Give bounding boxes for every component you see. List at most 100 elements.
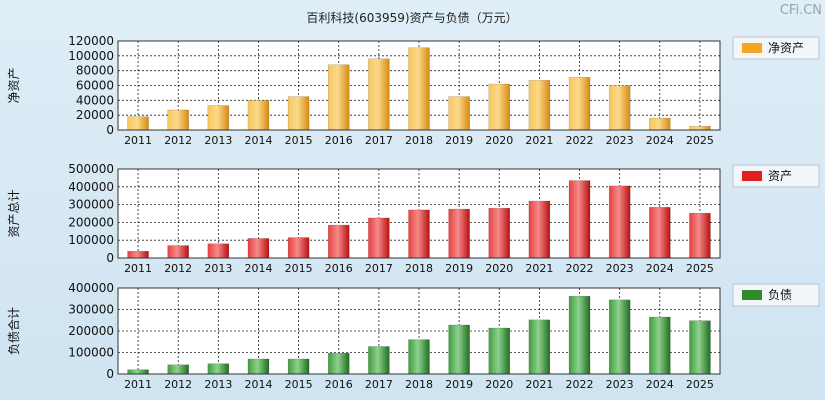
bar-liabilities-2011 bbox=[127, 369, 149, 375]
panel-liabilities: 0 100000 200000 300000 400000 2011 2012 2013 201… bbox=[6, 281, 820, 391]
bar-net-assets-2022 bbox=[568, 77, 591, 131]
x-tick-label: 2022 bbox=[566, 134, 594, 147]
x-tick-label: 2021 bbox=[525, 262, 553, 275]
x-tick-label: 2017 bbox=[365, 262, 393, 275]
bar-liabilities-2016 bbox=[327, 352, 350, 375]
x-tick-label: 2014 bbox=[244, 134, 272, 147]
bar-assets-2016 bbox=[327, 224, 350, 259]
bar-liabilities-2015 bbox=[287, 358, 310, 375]
x-tick-label: 2015 bbox=[285, 134, 313, 147]
bar-assets-2023 bbox=[608, 185, 631, 259]
bar-net-assets-2014 bbox=[247, 100, 270, 131]
legend-box bbox=[732, 36, 820, 60]
bar-liabilities-2023 bbox=[608, 299, 631, 375]
bar-liabilities-2018 bbox=[408, 339, 430, 375]
x-tick-label: 2016 bbox=[325, 262, 353, 275]
x-tick-label: 2014 bbox=[244, 262, 272, 275]
y-axis-label: 净资产 bbox=[7, 67, 21, 103]
y-tick-label: 200000 bbox=[68, 324, 114, 338]
bar-net-assets-2016 bbox=[327, 64, 350, 131]
y-axis-label: 负债合计 bbox=[6, 307, 21, 355]
y-tick-label: 80000 bbox=[76, 64, 114, 78]
legend-swatch bbox=[742, 171, 762, 181]
y-tick-label: 300000 bbox=[68, 303, 114, 317]
x-tick-label: 2023 bbox=[606, 378, 634, 391]
x-tick-label: 2012 bbox=[164, 262, 192, 275]
y-tick-label: 300000 bbox=[68, 198, 114, 212]
plot-border bbox=[117, 287, 721, 375]
bar-net-assets-2015 bbox=[287, 96, 310, 131]
bar-net-assets-2012 bbox=[167, 109, 189, 131]
bar-liabilities-2020 bbox=[488, 327, 511, 375]
x-tick-label: 2012 bbox=[164, 134, 192, 147]
x-tick-label: 2013 bbox=[204, 134, 232, 147]
x-tick-label: 2013 bbox=[204, 262, 232, 275]
y-tick-label: 0 bbox=[106, 251, 114, 265]
bar-assets-2021 bbox=[528, 200, 551, 259]
y-tick-label: 0 bbox=[106, 367, 114, 381]
bar-net-assets-2011 bbox=[127, 116, 149, 131]
x-tick-label: 2022 bbox=[566, 378, 594, 391]
bar-net-assets-2023 bbox=[608, 85, 631, 131]
x-tick-label: 2020 bbox=[485, 134, 513, 147]
x-tick-label: 2013 bbox=[204, 378, 232, 391]
bar-liabilities-2025 bbox=[689, 320, 711, 375]
bar-liabilities-2012 bbox=[167, 364, 189, 375]
x-tick-label: 2015 bbox=[285, 378, 313, 391]
x-tick-label: 2018 bbox=[405, 262, 433, 275]
bar-assets-2014 bbox=[247, 238, 270, 259]
x-tick-label: 2020 bbox=[485, 262, 513, 275]
bar-liabilities-2013 bbox=[207, 363, 230, 375]
x-tick-label: 2019 bbox=[445, 134, 473, 147]
bar-assets-2018 bbox=[408, 209, 430, 259]
panel-assets: 0 100000 200000 300000 400000 500000 2011 2012 2… bbox=[7, 162, 820, 275]
bar-assets-2019 bbox=[448, 208, 470, 259]
y-tick-label: 120000 bbox=[68, 34, 114, 48]
y-tick-label: 500000 bbox=[68, 162, 114, 176]
bar-net-assets-2024 bbox=[649, 117, 671, 131]
y-tick-label: 100000 bbox=[68, 346, 114, 360]
x-tick-label: 2020 bbox=[485, 378, 513, 391]
x-tick-label: 2023 bbox=[606, 134, 634, 147]
bar-net-assets-2025 bbox=[689, 126, 711, 131]
x-tick-label: 2015 bbox=[285, 262, 313, 275]
plot-border bbox=[117, 168, 721, 259]
bar-liabilities-2014 bbox=[247, 358, 270, 375]
x-tick-label: 2025 bbox=[686, 134, 714, 147]
bar-net-assets-2013 bbox=[207, 105, 230, 131]
legend-label: 净资产 bbox=[768, 41, 804, 55]
chart-title: 百利科技(603959)资产与负债（万元） bbox=[306, 11, 517, 25]
bar-liabilities-2021 bbox=[528, 319, 551, 375]
bar-assets-2024 bbox=[649, 207, 671, 259]
x-tick-label: 2016 bbox=[325, 134, 353, 147]
legend-box bbox=[732, 164, 820, 188]
x-tick-label: 2019 bbox=[445, 262, 473, 275]
x-tick-label: 2018 bbox=[405, 378, 433, 391]
bar-assets-2015 bbox=[287, 237, 310, 259]
y-tick-label: 40000 bbox=[76, 93, 114, 107]
x-tick-label: 2011 bbox=[124, 134, 152, 147]
x-tick-label: 2011 bbox=[124, 378, 152, 391]
y-axis-label: 资产总计 bbox=[7, 189, 21, 237]
x-tick-label: 2017 bbox=[365, 134, 393, 147]
x-tick-label: 2025 bbox=[686, 378, 714, 391]
bar-assets-2012 bbox=[167, 245, 189, 259]
watermark: CFi.CN bbox=[780, 3, 822, 18]
x-tick-label: 2021 bbox=[525, 134, 553, 147]
bar-liabilities-2024 bbox=[649, 316, 671, 375]
bar-assets-2013 bbox=[207, 243, 230, 259]
x-tick-label: 2018 bbox=[405, 134, 433, 147]
bar-assets-2011 bbox=[127, 250, 149, 259]
bar-net-assets-2017 bbox=[368, 58, 390, 131]
x-tick-label: 2023 bbox=[606, 262, 634, 275]
x-tick-label: 2024 bbox=[646, 262, 674, 275]
x-tick-label: 2021 bbox=[525, 378, 553, 391]
y-tick-label: 200000 bbox=[68, 215, 114, 229]
y-tick-label: 20000 bbox=[76, 108, 114, 122]
legend-assets: 资产 bbox=[732, 164, 820, 188]
bar-assets-2017 bbox=[368, 217, 390, 259]
bar-liabilities-2022 bbox=[568, 295, 591, 375]
legend-swatch bbox=[742, 290, 762, 300]
x-tick-label: 2017 bbox=[365, 378, 393, 391]
